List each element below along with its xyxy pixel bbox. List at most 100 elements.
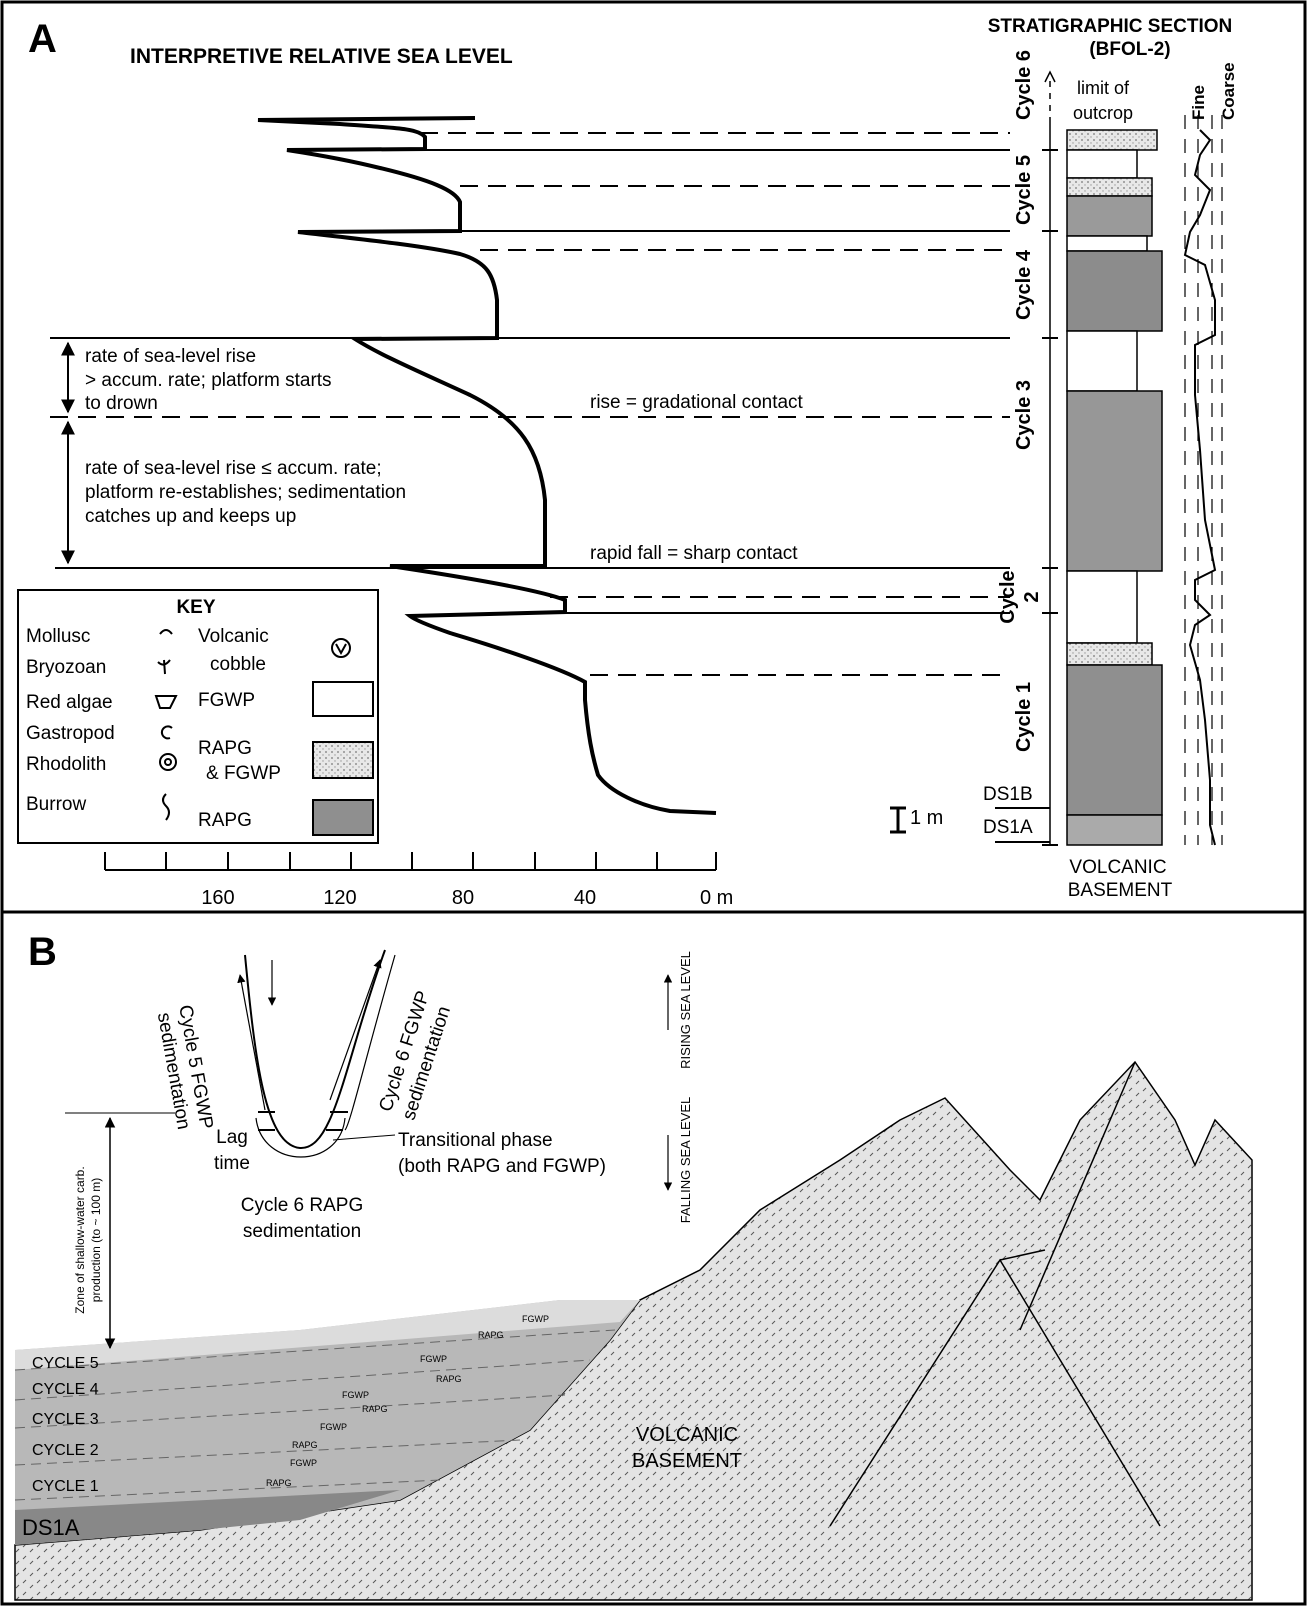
layer-label: FGWP xyxy=(522,1314,549,1324)
sample-label: DS1A xyxy=(983,817,1033,838)
curve-label: (both RAPG and FGWP) xyxy=(398,1156,606,1177)
sample-label: DS1B xyxy=(983,784,1033,805)
curve-label: time xyxy=(214,1153,250,1174)
direction-label: FALLING SEA LEVEL xyxy=(678,1097,693,1223)
curve-label: Lag xyxy=(216,1127,248,1148)
basement-label: BASEMENT xyxy=(632,1450,742,1472)
cycle-label: Cycle 5 xyxy=(1013,155,1035,225)
key-item: Mollusc xyxy=(26,626,90,647)
curve-label: Transitional phase xyxy=(398,1130,553,1151)
axis-label: 0 m xyxy=(700,887,733,909)
basement-label: VOLCANIC xyxy=(636,1424,738,1446)
curve-label: Cycle 6 RAPG xyxy=(241,1195,363,1216)
grain-size-log xyxy=(1185,130,1215,845)
strat-column xyxy=(1067,643,1152,665)
strat-column xyxy=(1067,571,1137,643)
layer-label: RAPG xyxy=(436,1374,462,1384)
basement-label: BASEMENT xyxy=(1068,880,1173,901)
axis-label: 40 xyxy=(574,887,596,909)
outcrop-label: outcrop xyxy=(1073,103,1133,123)
strat-column xyxy=(1067,391,1162,571)
cycle-arrows xyxy=(1042,72,1058,845)
annotation: rise = gradational contact xyxy=(590,392,804,413)
key-item: Volcanic xyxy=(198,626,269,647)
log-ticks xyxy=(1185,115,1222,845)
zone-label: Zone of shallow-water carb. xyxy=(73,1166,87,1313)
annotation: > accum. rate; platform starts xyxy=(85,370,332,391)
figure: A INTERPRETIVE RELATIVE SEA LEVEL STRATI… xyxy=(0,0,1307,1606)
sea-level-u-curve xyxy=(256,1118,345,1157)
cycle-label: Cycle 4 xyxy=(1013,249,1035,320)
cycle-label: Cycle 3 xyxy=(1013,380,1035,450)
grain-label: Coarse xyxy=(1219,62,1238,120)
layer-label: FGWP xyxy=(342,1390,369,1400)
scale-bar xyxy=(890,808,906,832)
key-item: Bryozoan xyxy=(26,657,106,678)
key-swatch xyxy=(313,742,373,778)
key-item: Gastropod xyxy=(26,723,115,744)
strat-column xyxy=(1067,130,1157,150)
panel-title: INTERPRETIVE RELATIVE SEA LEVEL xyxy=(130,45,513,68)
annotation: to drown xyxy=(85,393,158,414)
sea-level-u-curve xyxy=(245,950,385,1148)
strat-column xyxy=(1067,331,1137,391)
annotation: rate of sea-level rise xyxy=(85,346,256,367)
layer-label: RAPG xyxy=(478,1330,504,1340)
strat-column xyxy=(1067,150,1137,178)
basement-label: VOLCANIC xyxy=(1069,857,1166,878)
key-item: Burrow xyxy=(26,794,86,815)
cycle-label: CYCLE 1 xyxy=(32,1478,99,1495)
cycle-label: CYCLE 3 xyxy=(32,1411,99,1428)
key-item: RAPG xyxy=(198,810,252,831)
cycle-label: Cycle 1 xyxy=(1013,682,1035,752)
axis-label: 160 xyxy=(201,887,234,909)
cycle-label: CYCLE 5 xyxy=(32,1355,99,1372)
panel-label: B xyxy=(28,930,57,974)
strat-column xyxy=(1067,236,1147,251)
sea-level-u-curve xyxy=(333,1135,395,1140)
section-title: STRATIGRAPHIC SECTION xyxy=(988,16,1233,37)
page: html,body{margin:0;padding:0;background:… xyxy=(0,0,1307,1606)
annotation: platform re-establishes; sedimentation xyxy=(85,482,406,503)
layer-label: FGWP xyxy=(420,1354,447,1364)
sea-level-u-curve xyxy=(240,950,395,1157)
strat-column xyxy=(1067,196,1152,236)
annotation: rate of sea-level rise ≤ accum. rate; xyxy=(85,458,382,479)
grain-label: Fine xyxy=(1189,85,1208,120)
strat-column xyxy=(1067,130,1162,845)
layer-label: FGWP xyxy=(290,1458,317,1468)
cycle-label: DS1A xyxy=(22,1515,80,1540)
axis-label: 120 xyxy=(323,887,356,909)
depth-axis xyxy=(105,852,716,870)
key-item: cobble xyxy=(210,654,266,675)
key-swatch xyxy=(313,800,373,835)
key-swatch xyxy=(313,682,373,716)
cycle-label: Cycle xyxy=(997,570,1019,623)
scale-label: 1 m xyxy=(910,807,943,829)
key-item: FGWP xyxy=(198,690,255,711)
cycle-label: CYCLE 2 xyxy=(32,1442,99,1459)
curve-label: sedimentation xyxy=(243,1221,361,1242)
panel-label: A xyxy=(28,17,57,61)
annotation: rapid fall = sharp contact xyxy=(590,543,798,564)
cycle-label: 2 xyxy=(1021,591,1043,602)
zone-label: production (to ~ 100 m) xyxy=(89,1178,103,1302)
section-title: (BFOL-2) xyxy=(1089,39,1170,60)
key-item: Rhodolith xyxy=(26,754,106,775)
key-title: KEY xyxy=(176,597,215,618)
page-body: {"panel_a":{"label":"A","title":"INTERPR… xyxy=(0,0,1307,1606)
key-item: & FGWP xyxy=(206,763,281,784)
strat-column xyxy=(1067,251,1162,331)
direction-label: RISING SEA LEVEL xyxy=(678,951,693,1069)
strat-column xyxy=(1067,665,1162,815)
key-item: RAPG xyxy=(198,738,252,759)
layer-label: RAPG xyxy=(266,1478,292,1488)
sea-level-u-curve xyxy=(330,960,380,1100)
strat-column xyxy=(1067,178,1152,196)
layer-label: RAPG xyxy=(292,1440,318,1450)
layer-label: FGWP xyxy=(320,1422,347,1432)
sea-level-u-curve xyxy=(240,975,265,1110)
axis-label: 80 xyxy=(452,887,474,909)
layer-label: RAPG xyxy=(362,1404,388,1414)
strat-column xyxy=(1067,815,1162,845)
